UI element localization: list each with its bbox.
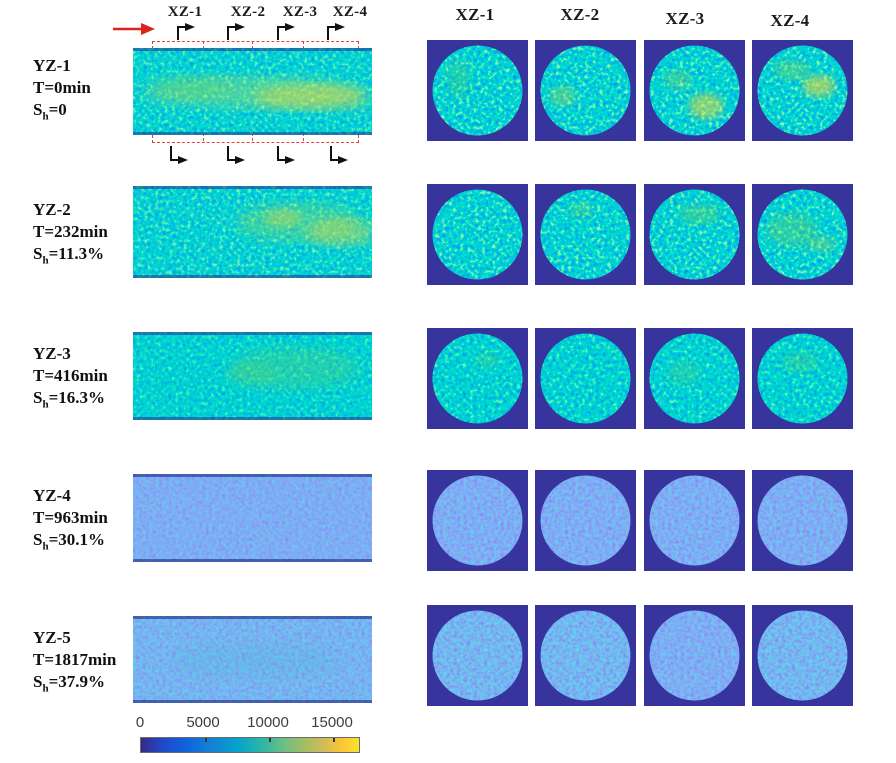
yz1-image [133, 48, 372, 135]
yz2-time: T=232min [33, 222, 108, 241]
xz-cell-r4c4 [752, 470, 853, 571]
xz-cell-r1c3 [644, 40, 745, 141]
flow-direction-arrow [113, 23, 155, 35]
yz2-label: YZ-2 T=232min Sh=11.3% [33, 199, 151, 271]
yz4-name: YZ-4 [33, 486, 71, 505]
yz1-saturation: Sh=0 [33, 100, 67, 123]
slice-marker-arrow-top-4 [327, 23, 345, 40]
slice-label-xz2: XZ-2 [230, 4, 266, 20]
xz-cell-r4c3 [644, 470, 745, 571]
slice-marker-arrow-top-2 [227, 23, 245, 40]
xz-header-1: XZ-1 [455, 5, 495, 24]
xz-cell-r1c4 [752, 40, 853, 141]
yz5-label: YZ-5 T=1817min Sh=37.9% [33, 627, 151, 699]
yz3-saturation: Sh=16.3% [33, 388, 106, 411]
xz-cell-r2c4 [752, 184, 853, 285]
xz-cell-r5c2 [535, 605, 636, 706]
xz-cell-r5c3 [644, 605, 745, 706]
yz3-name: YZ-3 [33, 344, 71, 363]
xz-cell-r5c4 [752, 605, 853, 706]
yz3-time: T=416min [33, 366, 108, 385]
yz5-image [133, 616, 372, 703]
xz-cell-r3c2 [535, 328, 636, 429]
colorbar-notch [333, 738, 335, 742]
slice-marker-arrow-bottom-2 [227, 146, 245, 164]
yz4-saturation: Sh=30.1% [33, 530, 106, 553]
slice-marker-arrow-top-1 [177, 23, 195, 40]
slice-label-xz1: XZ-1 [167, 4, 203, 20]
yz5-name: YZ-5 [33, 628, 71, 647]
xz-cell-r4c1 [427, 470, 528, 571]
xz-cell-r4c2 [535, 470, 636, 571]
yz1-name: YZ-1 [33, 56, 71, 75]
yz2-name: YZ-2 [33, 200, 71, 219]
xz-cell-r1c1 [427, 40, 528, 141]
yz3-image [133, 332, 372, 420]
colorbar-notch [205, 738, 207, 742]
slice-label-xz4: XZ-4 [332, 4, 368, 20]
colorbar-tick-10000: 10000 [247, 714, 289, 731]
colorbar-tick-0: 0 [135, 714, 145, 731]
yz4-time: T=963min [33, 508, 108, 527]
slice-marker-arrow-top-3 [277, 23, 295, 40]
colorbar-notch [269, 738, 271, 742]
slice-label-xz3: XZ-3 [282, 4, 318, 20]
xz-cell-r3c1 [427, 328, 528, 429]
slice-marker-arrow-bottom-3 [277, 146, 295, 164]
xz-cell-r1c2 [535, 40, 636, 141]
slice-marker-arrow-bottom-1 [170, 146, 188, 164]
colorbar-tick-15000: 15000 [311, 714, 353, 731]
colorbar-tick-5000: 5000 [186, 714, 220, 731]
yz2-saturation: Sh=11.3% [33, 244, 105, 267]
yz4-image [133, 474, 372, 562]
xz-cell-r3c3 [644, 328, 745, 429]
yz4-label: YZ-4 T=963min Sh=30.1% [33, 485, 151, 557]
xz-header-2: XZ-2 [560, 5, 600, 24]
slice-marker-arrow-bottom-4 [330, 146, 348, 164]
yz3-label: YZ-3 T=416min Sh=16.3% [33, 343, 151, 415]
yz5-time: T=1817min [33, 650, 117, 669]
xz-cell-r2c3 [644, 184, 745, 285]
colorbar [140, 737, 360, 753]
xz-cell-r5c1 [427, 605, 528, 706]
xz-cell-r3c4 [752, 328, 853, 429]
yz5-saturation: Sh=37.9% [33, 672, 106, 695]
xz-header-3: XZ-3 [665, 9, 705, 28]
xz-cell-r2c1 [427, 184, 528, 285]
xz-header-4: XZ-4 [770, 11, 810, 30]
xz-cell-r2c2 [535, 184, 636, 285]
yz1-label: YZ-1 T=0min Sh=0 [33, 55, 151, 127]
yz2-image [133, 186, 372, 278]
yz1-time: T=0min [33, 78, 91, 97]
